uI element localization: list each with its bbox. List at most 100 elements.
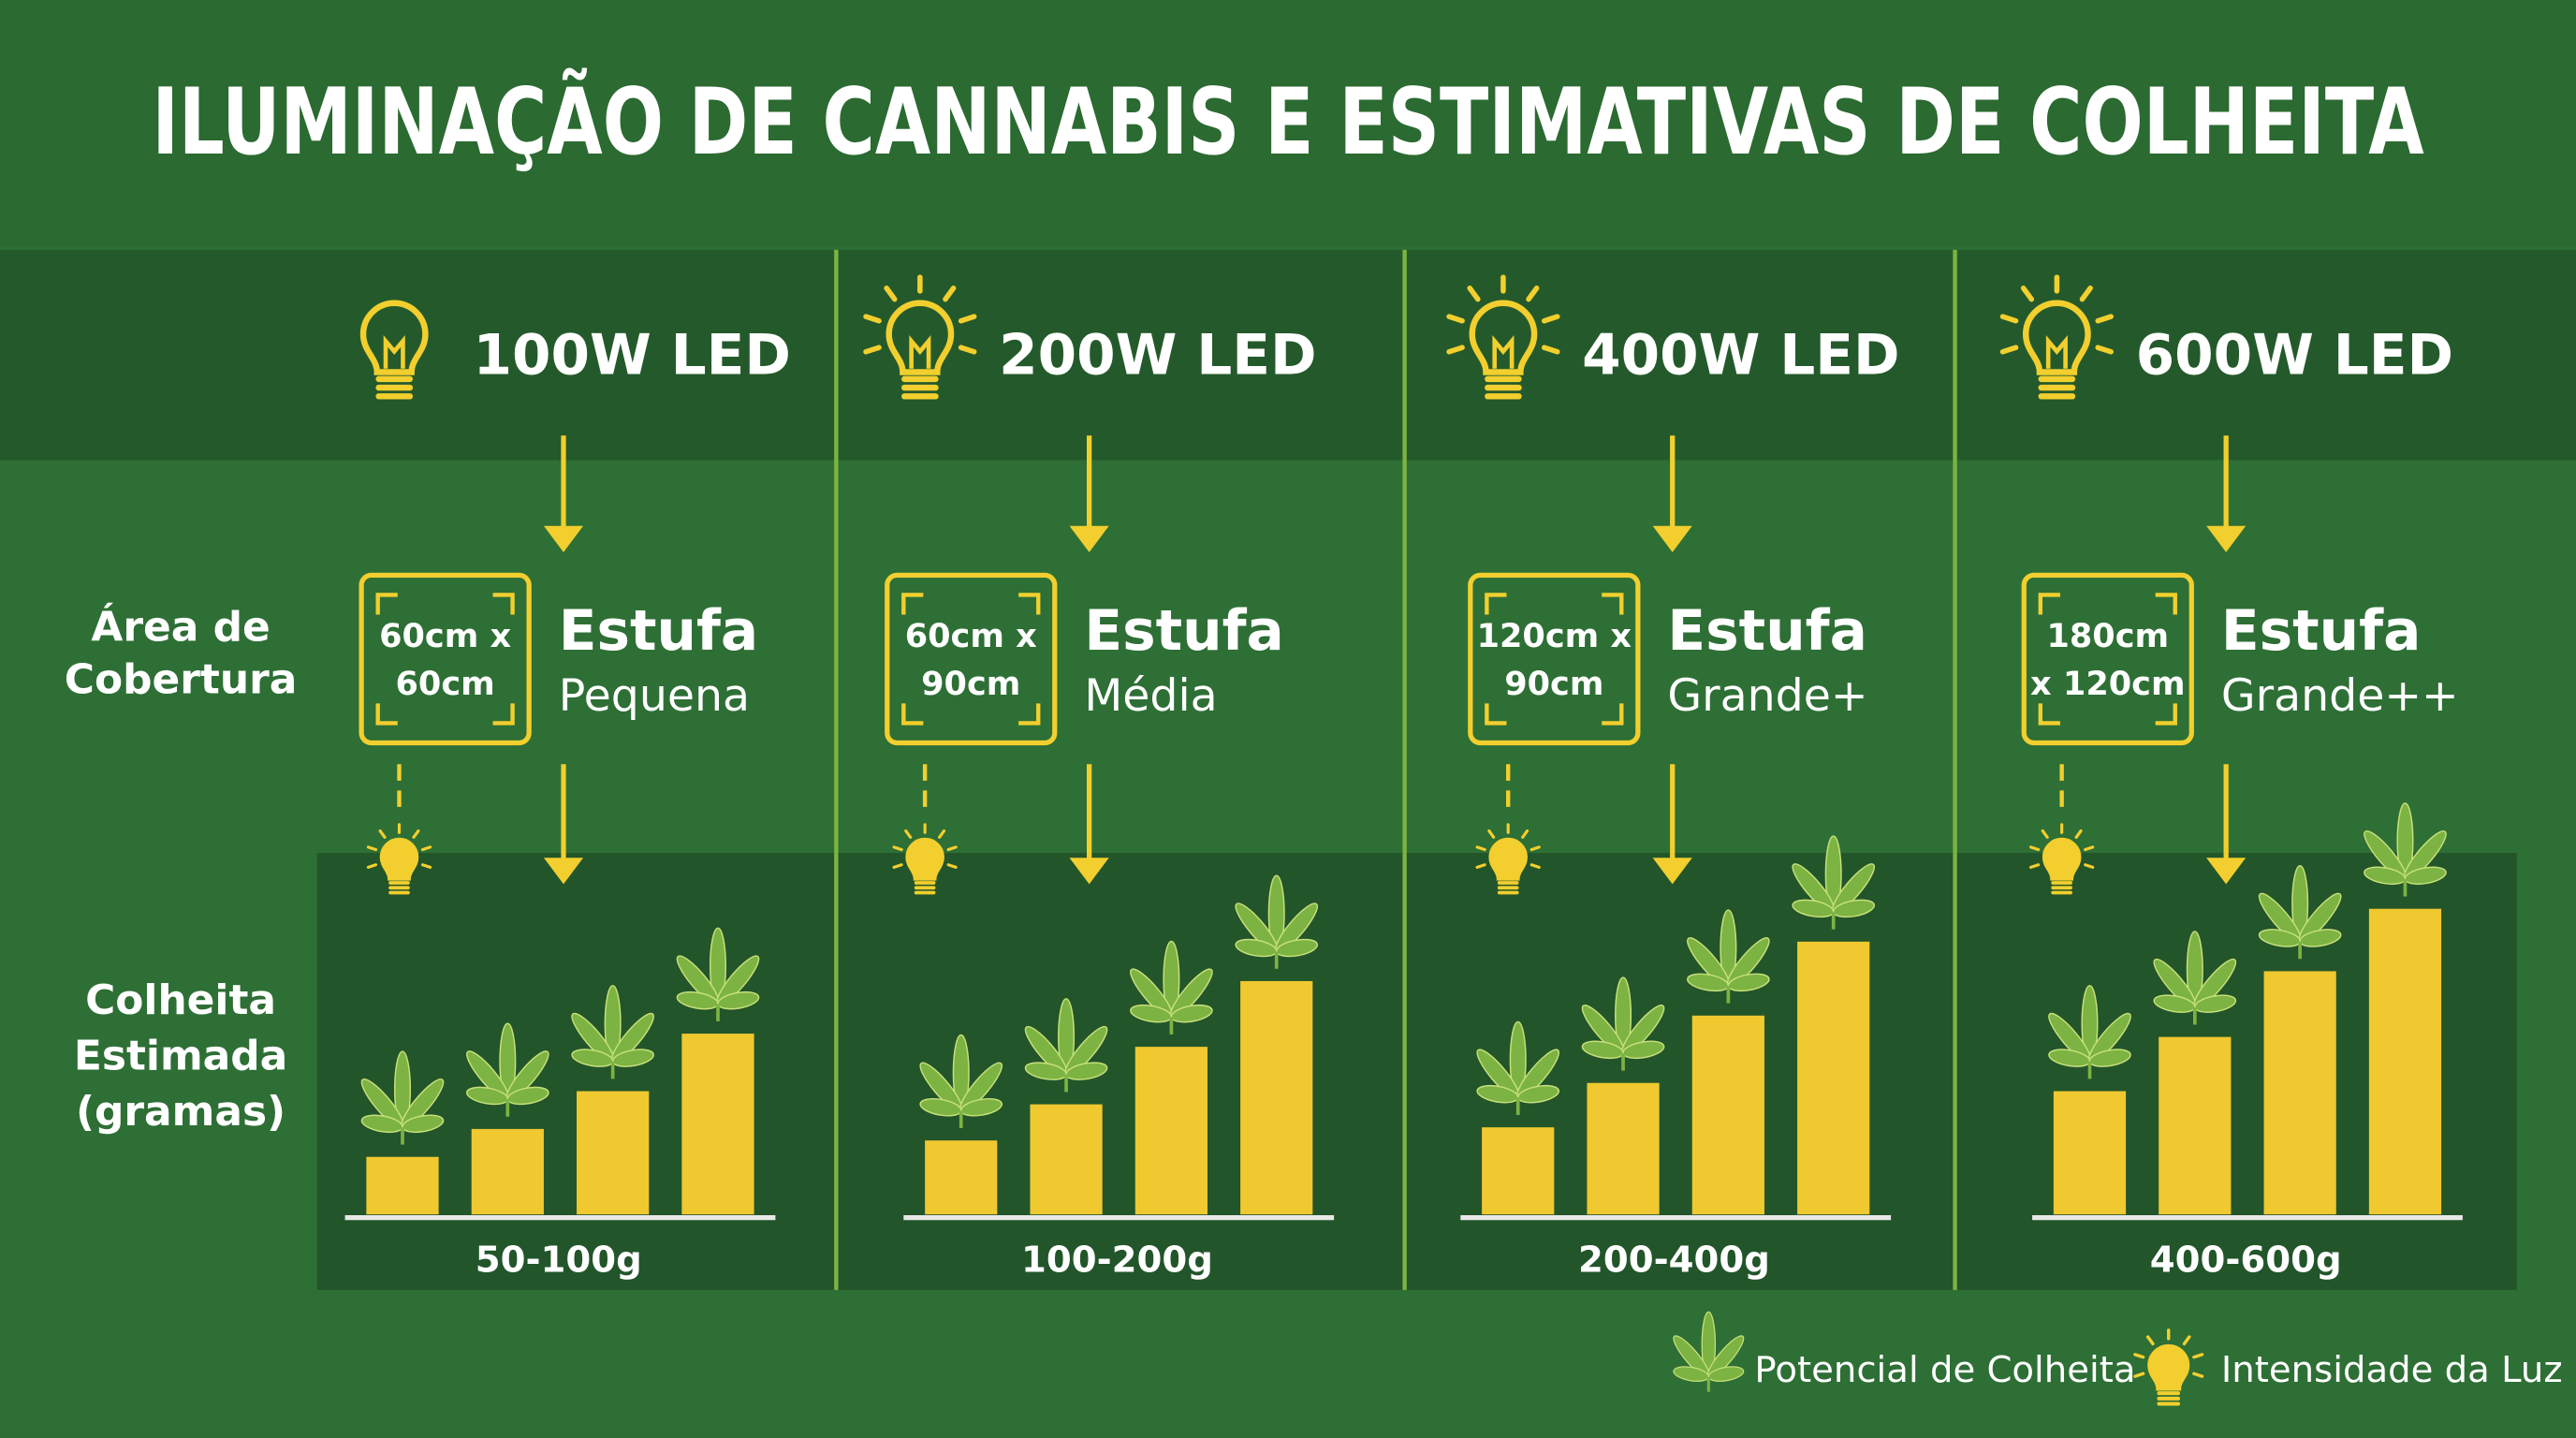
bulb-ray (2095, 345, 2114, 355)
leaf-blade (717, 990, 760, 1010)
bulb-ray (2079, 285, 2093, 302)
bulb-ray (1526, 285, 1540, 302)
bulb-ray (938, 829, 946, 839)
box-corner (1485, 593, 1507, 615)
tent-size: Média (1084, 670, 1217, 722)
yield-bar (1797, 941, 1870, 1215)
bulb-ray (2074, 829, 2083, 839)
coverage-size: x 120cm (2030, 665, 2185, 703)
leaf-icon (2258, 864, 2342, 960)
bulb-ray (1521, 829, 1530, 839)
leaf-icon (919, 1034, 1003, 1129)
harvest-label: 100-200g (1021, 1240, 1213, 1282)
bulb-ray (420, 845, 432, 852)
yield-bar (1482, 1127, 1555, 1215)
bulb-ray (1446, 345, 1465, 355)
coverage-size: 90cm (1504, 665, 1603, 703)
tent-size: Pequena (559, 670, 750, 722)
bulb-filament (383, 334, 405, 369)
leaf-icon (1024, 998, 1108, 1093)
tent-size: Grande++ (2221, 670, 2459, 722)
leaf-blade (2088, 1049, 2131, 1067)
arrow-head (2206, 525, 2247, 552)
box-corner (2038, 593, 2060, 615)
bulb-icon (366, 823, 432, 895)
yield-bar (1587, 1082, 1660, 1215)
bulb-ray (892, 845, 903, 852)
bulb-ray (892, 863, 903, 869)
bulb-glass (1469, 300, 1538, 375)
leaf-icon (2048, 985, 2131, 1079)
bulb-ray (1487, 829, 1496, 839)
leaf-icon (2153, 931, 2237, 1025)
box-corner (2038, 703, 2060, 726)
bulb-ray (2084, 863, 2095, 869)
bulb-ray (2095, 314, 2114, 324)
leaf-icon (1673, 1311, 1745, 1392)
bulb-glass (905, 837, 944, 881)
bulb-ray (1446, 314, 1465, 324)
leaf-blade (611, 1049, 654, 1067)
bulb-icon (1446, 274, 1560, 400)
box-corner (492, 593, 515, 615)
bulb-icon (359, 300, 429, 400)
bulb-icon (863, 274, 977, 400)
bulb-ray (2084, 845, 2095, 852)
bulb-ray (863, 345, 882, 355)
bulb-ray (420, 863, 432, 869)
box-corner (1602, 703, 1624, 726)
arrow-head (1652, 525, 1692, 552)
box-corner (1602, 593, 1624, 615)
box-corner (1018, 703, 1041, 726)
coverage-box (2021, 572, 2194, 746)
bulb-ray (1999, 314, 2019, 324)
leaf-icon (1581, 976, 1665, 1071)
bulb-icon (2029, 823, 2095, 895)
bulb-filament (2045, 334, 2068, 369)
row-label: Área de (91, 601, 270, 651)
box-corner (492, 703, 515, 726)
header-band (0, 249, 2576, 461)
bulb-ray (1475, 845, 1486, 852)
bulb-ray (366, 863, 378, 869)
harvest-label: 400-600g (2150, 1240, 2342, 1282)
arrow-head (1069, 525, 1109, 552)
bulb-icon (1999, 274, 2114, 400)
bulb-ray (412, 829, 420, 839)
bulb-glass (1488, 837, 1528, 881)
box-corner (375, 703, 398, 726)
leaf-icon (1130, 940, 1213, 1034)
bulb-ray (958, 345, 977, 355)
bulb-ray (943, 285, 957, 302)
yield-bar (1691, 1015, 1764, 1215)
bulb-ray (2029, 845, 2041, 852)
bulb-glass (2147, 1343, 2190, 1391)
bulb-glass (359, 300, 429, 375)
yield-bar (2368, 908, 2442, 1215)
yield-bar (1134, 1047, 1208, 1215)
bulb-ray (1530, 863, 1541, 869)
tent-label: Estufa (1084, 599, 1283, 664)
leaf-icon (676, 927, 760, 1021)
arrow-head (1069, 858, 1109, 885)
light-label: 400W LED (1582, 323, 1899, 388)
yield-bar (925, 1140, 998, 1215)
coverage-size: 120cm x (1477, 617, 1632, 655)
coverage-size: 60cm x (379, 617, 511, 655)
bulb-ray (366, 845, 378, 852)
bulb-ray (2133, 1353, 2145, 1359)
yield-bar (471, 1128, 544, 1215)
bulb-icon (1475, 823, 1541, 895)
bulb-ray (863, 314, 882, 324)
box-corner (2155, 593, 2177, 615)
leaf-blade (1516, 1084, 1560, 1104)
box-corner (901, 593, 924, 615)
legend-label: Intensidade da Luz (2221, 1349, 2563, 1391)
bulb-ray (2192, 1372, 2204, 1378)
tent-label: Estufa (1667, 599, 1866, 664)
box-corner (1485, 703, 1507, 726)
light-label: 200W LED (999, 323, 1316, 388)
title-band (0, 0, 2576, 247)
coverage-box (1468, 572, 1641, 746)
